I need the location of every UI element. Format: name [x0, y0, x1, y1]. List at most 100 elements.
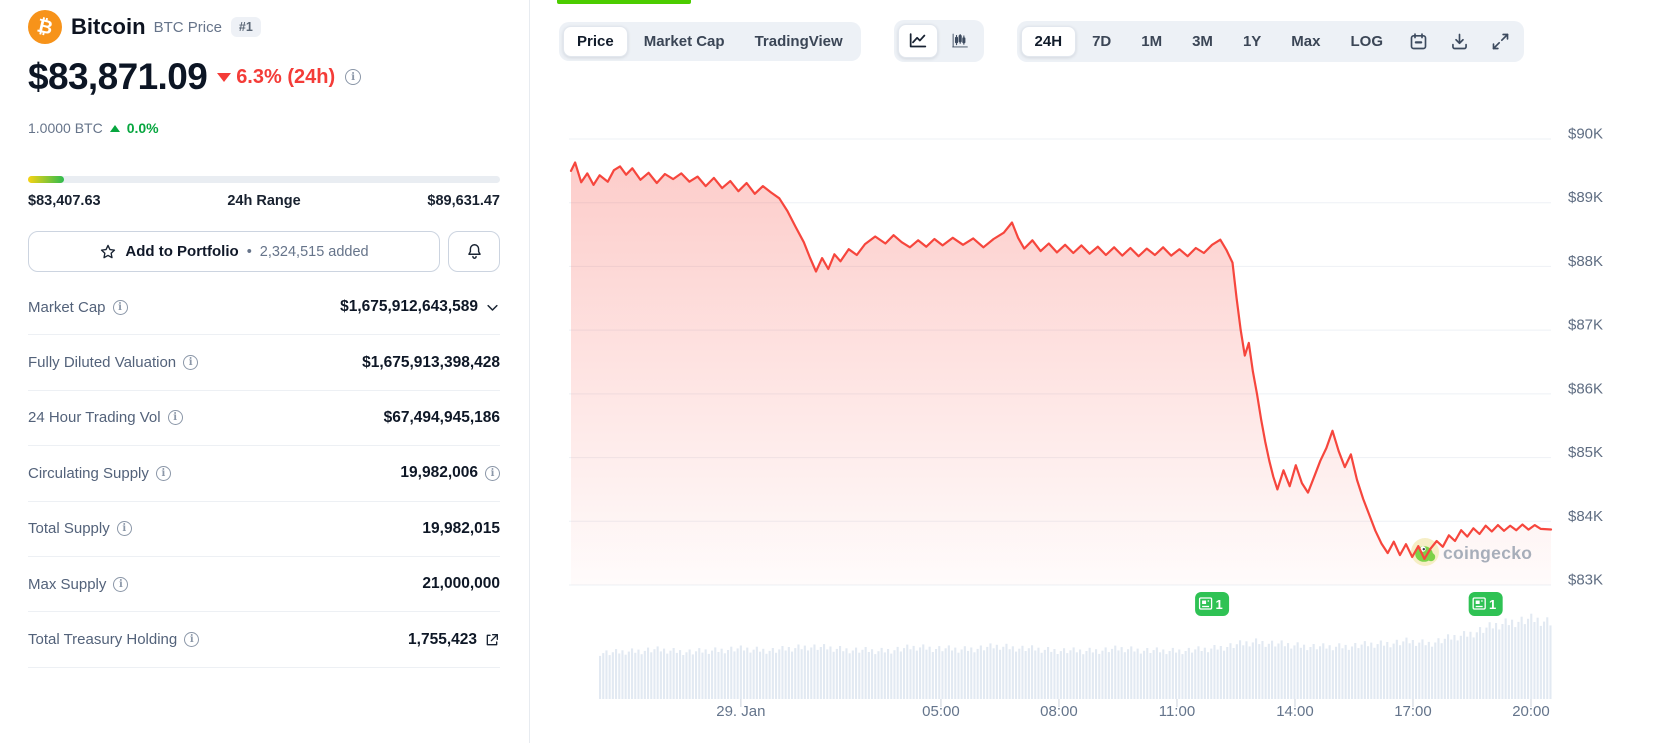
volume-bar [771, 648, 774, 699]
range-low: $83,407.63 [28, 193, 101, 209]
info-icon[interactable]: i [112, 299, 128, 315]
volume-bar [1274, 646, 1277, 699]
volume-bar [999, 649, 1002, 699]
volume-bar [1139, 653, 1142, 699]
range-1y[interactable]: 1Y [1242, 32, 1262, 50]
calendar-icon [1410, 32, 1427, 49]
volume-bar [723, 653, 726, 699]
log-scale-toggle[interactable]: LOG [1350, 32, 1383, 50]
range-max[interactable]: Max [1291, 32, 1321, 50]
volume-bar [1293, 645, 1296, 699]
volume-bar [656, 646, 659, 699]
volume-bar [1223, 650, 1226, 699]
volume-bar [1373, 647, 1376, 699]
volume-bar [1363, 641, 1366, 699]
stat-label: Max Supply [28, 575, 107, 593]
stat-row-volume: 24 Hour Trading Vol i $67,494,945,186 [28, 391, 500, 447]
volume-bar [957, 652, 960, 699]
tab-price[interactable]: Price [563, 25, 628, 57]
news-event-badge[interactable]: 1 [1468, 592, 1503, 616]
range-7d[interactable]: 7D [1092, 32, 1112, 50]
stat-value: 1,755,423 [408, 630, 477, 648]
download-icon [1452, 33, 1467, 49]
stat-row-treasury-holding: Total Treasury Holding i 1,755,423 [28, 612, 500, 668]
download-chart-button[interactable] [1440, 25, 1479, 58]
range-24h[interactable]: 24H [1020, 25, 1077, 57]
info-icon[interactable]: i [485, 465, 500, 481]
volume-bar [1539, 625, 1542, 699]
volume-bar [800, 649, 803, 699]
volume-bar [1239, 640, 1242, 699]
volume-bar [826, 649, 829, 699]
volume-bar [1261, 641, 1264, 699]
stat-row-fdv: Fully Diluted Valuation i $1,675,913,398,… [28, 335, 500, 391]
volume-bar [704, 649, 707, 699]
down-triangle-icon [217, 72, 232, 82]
volume-bar [1171, 647, 1174, 699]
svg-text:1: 1 [1215, 597, 1222, 612]
volume-bar [1479, 627, 1482, 699]
info-icon[interactable]: i [345, 69, 362, 85]
dot-separator: • [246, 243, 252, 260]
info-icon[interactable]: i [167, 410, 183, 426]
volume-bar [1450, 639, 1453, 699]
volume-bar [1008, 649, 1011, 699]
volume-bar [643, 650, 646, 699]
chevron-down-icon[interactable] [485, 300, 500, 315]
volume-bar [1527, 618, 1530, 699]
tab-tradingview[interactable]: TradingView [754, 32, 843, 50]
volume-bar [1037, 647, 1040, 699]
y-axis-label: $88K [1568, 253, 1603, 270]
tab-market-cap[interactable]: Market Cap [643, 32, 725, 50]
volume-bar [973, 652, 976, 699]
info-icon[interactable]: i [184, 632, 200, 648]
base-change: 0.0% [126, 120, 159, 136]
base-amount: 1.0000 BTC [28, 120, 103, 136]
y-axis-label: $84K [1568, 508, 1603, 525]
volume-bar [752, 649, 755, 699]
line-chart-button[interactable] [897, 24, 938, 58]
volume-bar [1047, 647, 1050, 699]
volume-bar [1181, 654, 1184, 699]
volume-bar [765, 653, 768, 699]
volume-bar [631, 648, 634, 699]
volume-bar [1107, 652, 1110, 699]
info-icon[interactable]: i [183, 355, 199, 371]
volume-bar [941, 651, 944, 699]
volume-bar [650, 652, 653, 699]
info-icon[interactable]: i [116, 521, 132, 537]
volume-bar [967, 650, 970, 699]
stat-row-market-cap: Market Cap i $1,675,912,643,589 [28, 280, 500, 336]
info-icon[interactable]: i [113, 576, 129, 592]
volume-bar [1517, 621, 1520, 699]
volume-bar [730, 646, 733, 699]
volume-bar [707, 653, 710, 699]
volume-bar [1066, 653, 1069, 699]
star-icon [101, 244, 116, 258]
volume-bar [1338, 643, 1341, 699]
y-axis-label: $86K [1568, 380, 1603, 397]
price-alert-button[interactable] [448, 231, 500, 272]
volume-bar [762, 648, 765, 699]
volume-bar [1437, 638, 1440, 699]
volume-bar [1383, 645, 1386, 699]
volume-bar [1392, 643, 1395, 699]
news-event-badge[interactable]: 1 [1195, 592, 1230, 616]
info-icon[interactable]: i [155, 465, 171, 481]
price-chart-svg[interactable]: $90K $89K $88K $87K $86K $85K $84K $83K 29. Jan 0… [530, 0, 1657, 743]
range-1m[interactable]: 1M [1141, 32, 1163, 50]
range-3m[interactable]: 3M [1192, 32, 1213, 50]
date-range-button[interactable] [1399, 25, 1438, 58]
volume-bar [1322, 643, 1325, 699]
volume-bar [666, 653, 669, 699]
fullscreen-button[interactable] [1481, 25, 1520, 58]
volume-bar [624, 654, 627, 699]
candlestick-chart-button[interactable] [940, 24, 980, 58]
external-link-icon[interactable] [484, 632, 500, 648]
volume-bar [1120, 647, 1123, 699]
volume-bar [1015, 651, 1018, 699]
volume-bar [829, 646, 832, 699]
stat-label: 24 Hour Trading Vol [28, 409, 161, 427]
add-to-portfolio-button[interactable]: Add to Portfolio • 2,324,515 added [28, 231, 440, 272]
volume-bar [807, 650, 810, 699]
